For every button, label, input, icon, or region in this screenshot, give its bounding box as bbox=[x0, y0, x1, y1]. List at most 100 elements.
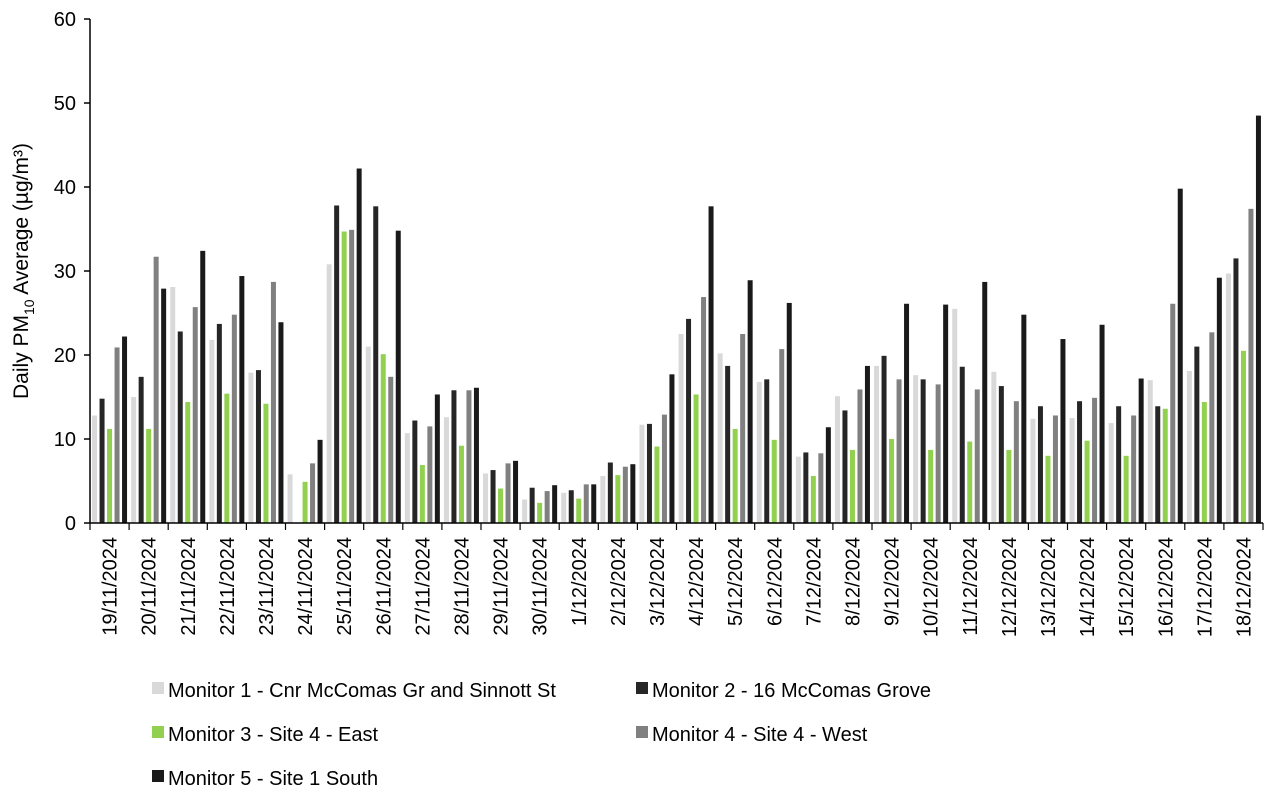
bar-series-2 bbox=[607, 462, 613, 523]
bar-series-2 bbox=[1233, 258, 1239, 523]
bar-series-5 bbox=[864, 365, 870, 523]
bar-series-1 bbox=[248, 372, 254, 523]
legend-swatch-3 bbox=[152, 726, 164, 738]
bar-series-2 bbox=[725, 365, 731, 523]
bar-series-1 bbox=[991, 371, 997, 523]
y-axis-title: Daily PM10 Average (µg/m³) bbox=[10, 143, 37, 399]
legend-label-4: Monitor 4 - Site 4 - West bbox=[652, 724, 868, 746]
x-tick-label: 11/12/2024 bbox=[960, 537, 982, 636]
bar-series-5 bbox=[1099, 324, 1105, 523]
bar-series-1 bbox=[1030, 418, 1036, 523]
bar-series-2 bbox=[1194, 346, 1200, 523]
bar-series-2 bbox=[1037, 406, 1043, 523]
bar-series-3 bbox=[1240, 350, 1246, 523]
y-axis-title-rest: Average (µg/m³) bbox=[10, 143, 33, 299]
bar-series-4 bbox=[1248, 208, 1254, 523]
bar-series-5 bbox=[825, 427, 831, 523]
bar-series-5 bbox=[200, 250, 206, 523]
bar-series-3 bbox=[185, 402, 191, 523]
bar-series-1 bbox=[131, 397, 137, 523]
bar-series-4 bbox=[114, 347, 120, 523]
bar-series-5 bbox=[1138, 378, 1144, 523]
bar-series-2 bbox=[255, 370, 261, 523]
bar-series-4 bbox=[231, 314, 237, 523]
bar-series-3 bbox=[928, 449, 934, 523]
bar-series-4 bbox=[505, 463, 511, 523]
bar-series-2 bbox=[216, 323, 222, 523]
bar-series-5 bbox=[904, 303, 910, 523]
bar-series-3 bbox=[1201, 402, 1207, 523]
bar-series-3 bbox=[810, 475, 816, 523]
bar-series-3 bbox=[967, 441, 973, 523]
bar-series-2 bbox=[1155, 406, 1161, 523]
bar-series-4 bbox=[1131, 415, 1137, 523]
y-axis-title-main: Daily PM bbox=[10, 315, 33, 399]
bar-series-1 bbox=[522, 499, 528, 523]
bar-series-1 bbox=[1225, 273, 1231, 523]
bar-series-1 bbox=[756, 381, 762, 523]
x-tick-label: 7/12/2024 bbox=[803, 537, 825, 626]
bar-series-2 bbox=[373, 206, 379, 523]
bar-series-2 bbox=[881, 355, 887, 523]
bar-series-4 bbox=[1209, 332, 1215, 523]
bar-series-3 bbox=[224, 393, 230, 523]
bar-series-2 bbox=[1077, 401, 1083, 523]
bar-series-1 bbox=[443, 417, 449, 523]
x-tick-label: 15/12/2024 bbox=[1116, 537, 1138, 637]
x-tick-label: 27/11/2024 bbox=[412, 537, 434, 636]
bar-series-2 bbox=[529, 487, 535, 523]
x-tick-label: 10/12/2024 bbox=[921, 537, 943, 637]
bar-series-5 bbox=[513, 460, 519, 523]
y-tick-label: 50 bbox=[54, 93, 76, 115]
x-tick-label: 29/11/2024 bbox=[491, 537, 513, 636]
bar-series-3 bbox=[146, 428, 152, 523]
bar-series-3 bbox=[380, 354, 386, 523]
bar-series-3 bbox=[341, 231, 347, 523]
x-tick-label: 28/11/2024 bbox=[451, 537, 473, 636]
legend-label-2: Monitor 2 - 16 McComas Grove bbox=[652, 680, 931, 702]
bar-series-5 bbox=[630, 464, 636, 523]
bar-series-3 bbox=[1045, 455, 1051, 523]
bar-series-3 bbox=[1162, 408, 1168, 523]
bar-series-2 bbox=[334, 205, 340, 524]
bar-series-5 bbox=[786, 302, 792, 523]
bar-series-1 bbox=[561, 492, 567, 523]
y-tick-label: 0 bbox=[65, 513, 76, 535]
bar-series-1 bbox=[287, 474, 293, 523]
bar-series-5 bbox=[552, 485, 558, 523]
bar-series-2 bbox=[803, 452, 809, 523]
bar-series-2 bbox=[764, 379, 770, 523]
bar-series-1 bbox=[1186, 370, 1192, 523]
x-tick-label: 16/12/2024 bbox=[1155, 537, 1177, 637]
x-tick-label: 12/12/2024 bbox=[999, 537, 1021, 637]
bar-series-5 bbox=[591, 484, 597, 523]
x-tick-label: 8/12/2024 bbox=[842, 537, 864, 626]
bar-series-4 bbox=[270, 281, 276, 523]
x-tick-label: 5/12/2024 bbox=[725, 537, 747, 626]
bar-series-2 bbox=[412, 420, 418, 523]
bar-series-3 bbox=[302, 481, 308, 523]
x-tick-label: 2/12/2024 bbox=[608, 537, 630, 626]
x-tick-label: 14/12/2024 bbox=[1077, 537, 1099, 637]
x-tick-label: 26/11/2024 bbox=[373, 537, 395, 636]
bar-series-4 bbox=[935, 384, 941, 523]
bar-series-4 bbox=[896, 379, 902, 523]
bar-series-5 bbox=[1255, 115, 1261, 523]
bar-series-4 bbox=[779, 349, 785, 523]
bar-series-2 bbox=[99, 398, 105, 523]
bar-series-4 bbox=[310, 463, 316, 523]
bar-series-3 bbox=[263, 403, 269, 523]
bar-series-1 bbox=[678, 334, 684, 523]
bar-series-1 bbox=[326, 264, 332, 523]
legend-swatch-5 bbox=[152, 770, 164, 782]
bar-series-3 bbox=[107, 428, 113, 523]
bar-series-3 bbox=[419, 465, 425, 523]
bar-series-3 bbox=[1084, 440, 1090, 523]
x-tick-label: 25/11/2024 bbox=[334, 537, 356, 636]
bar-series-2 bbox=[177, 331, 183, 523]
bar-series-1 bbox=[92, 415, 98, 523]
bar-series-3 bbox=[654, 446, 660, 523]
bar-series-5 bbox=[1060, 339, 1066, 523]
x-tick-label: 24/11/2024 bbox=[295, 537, 317, 636]
